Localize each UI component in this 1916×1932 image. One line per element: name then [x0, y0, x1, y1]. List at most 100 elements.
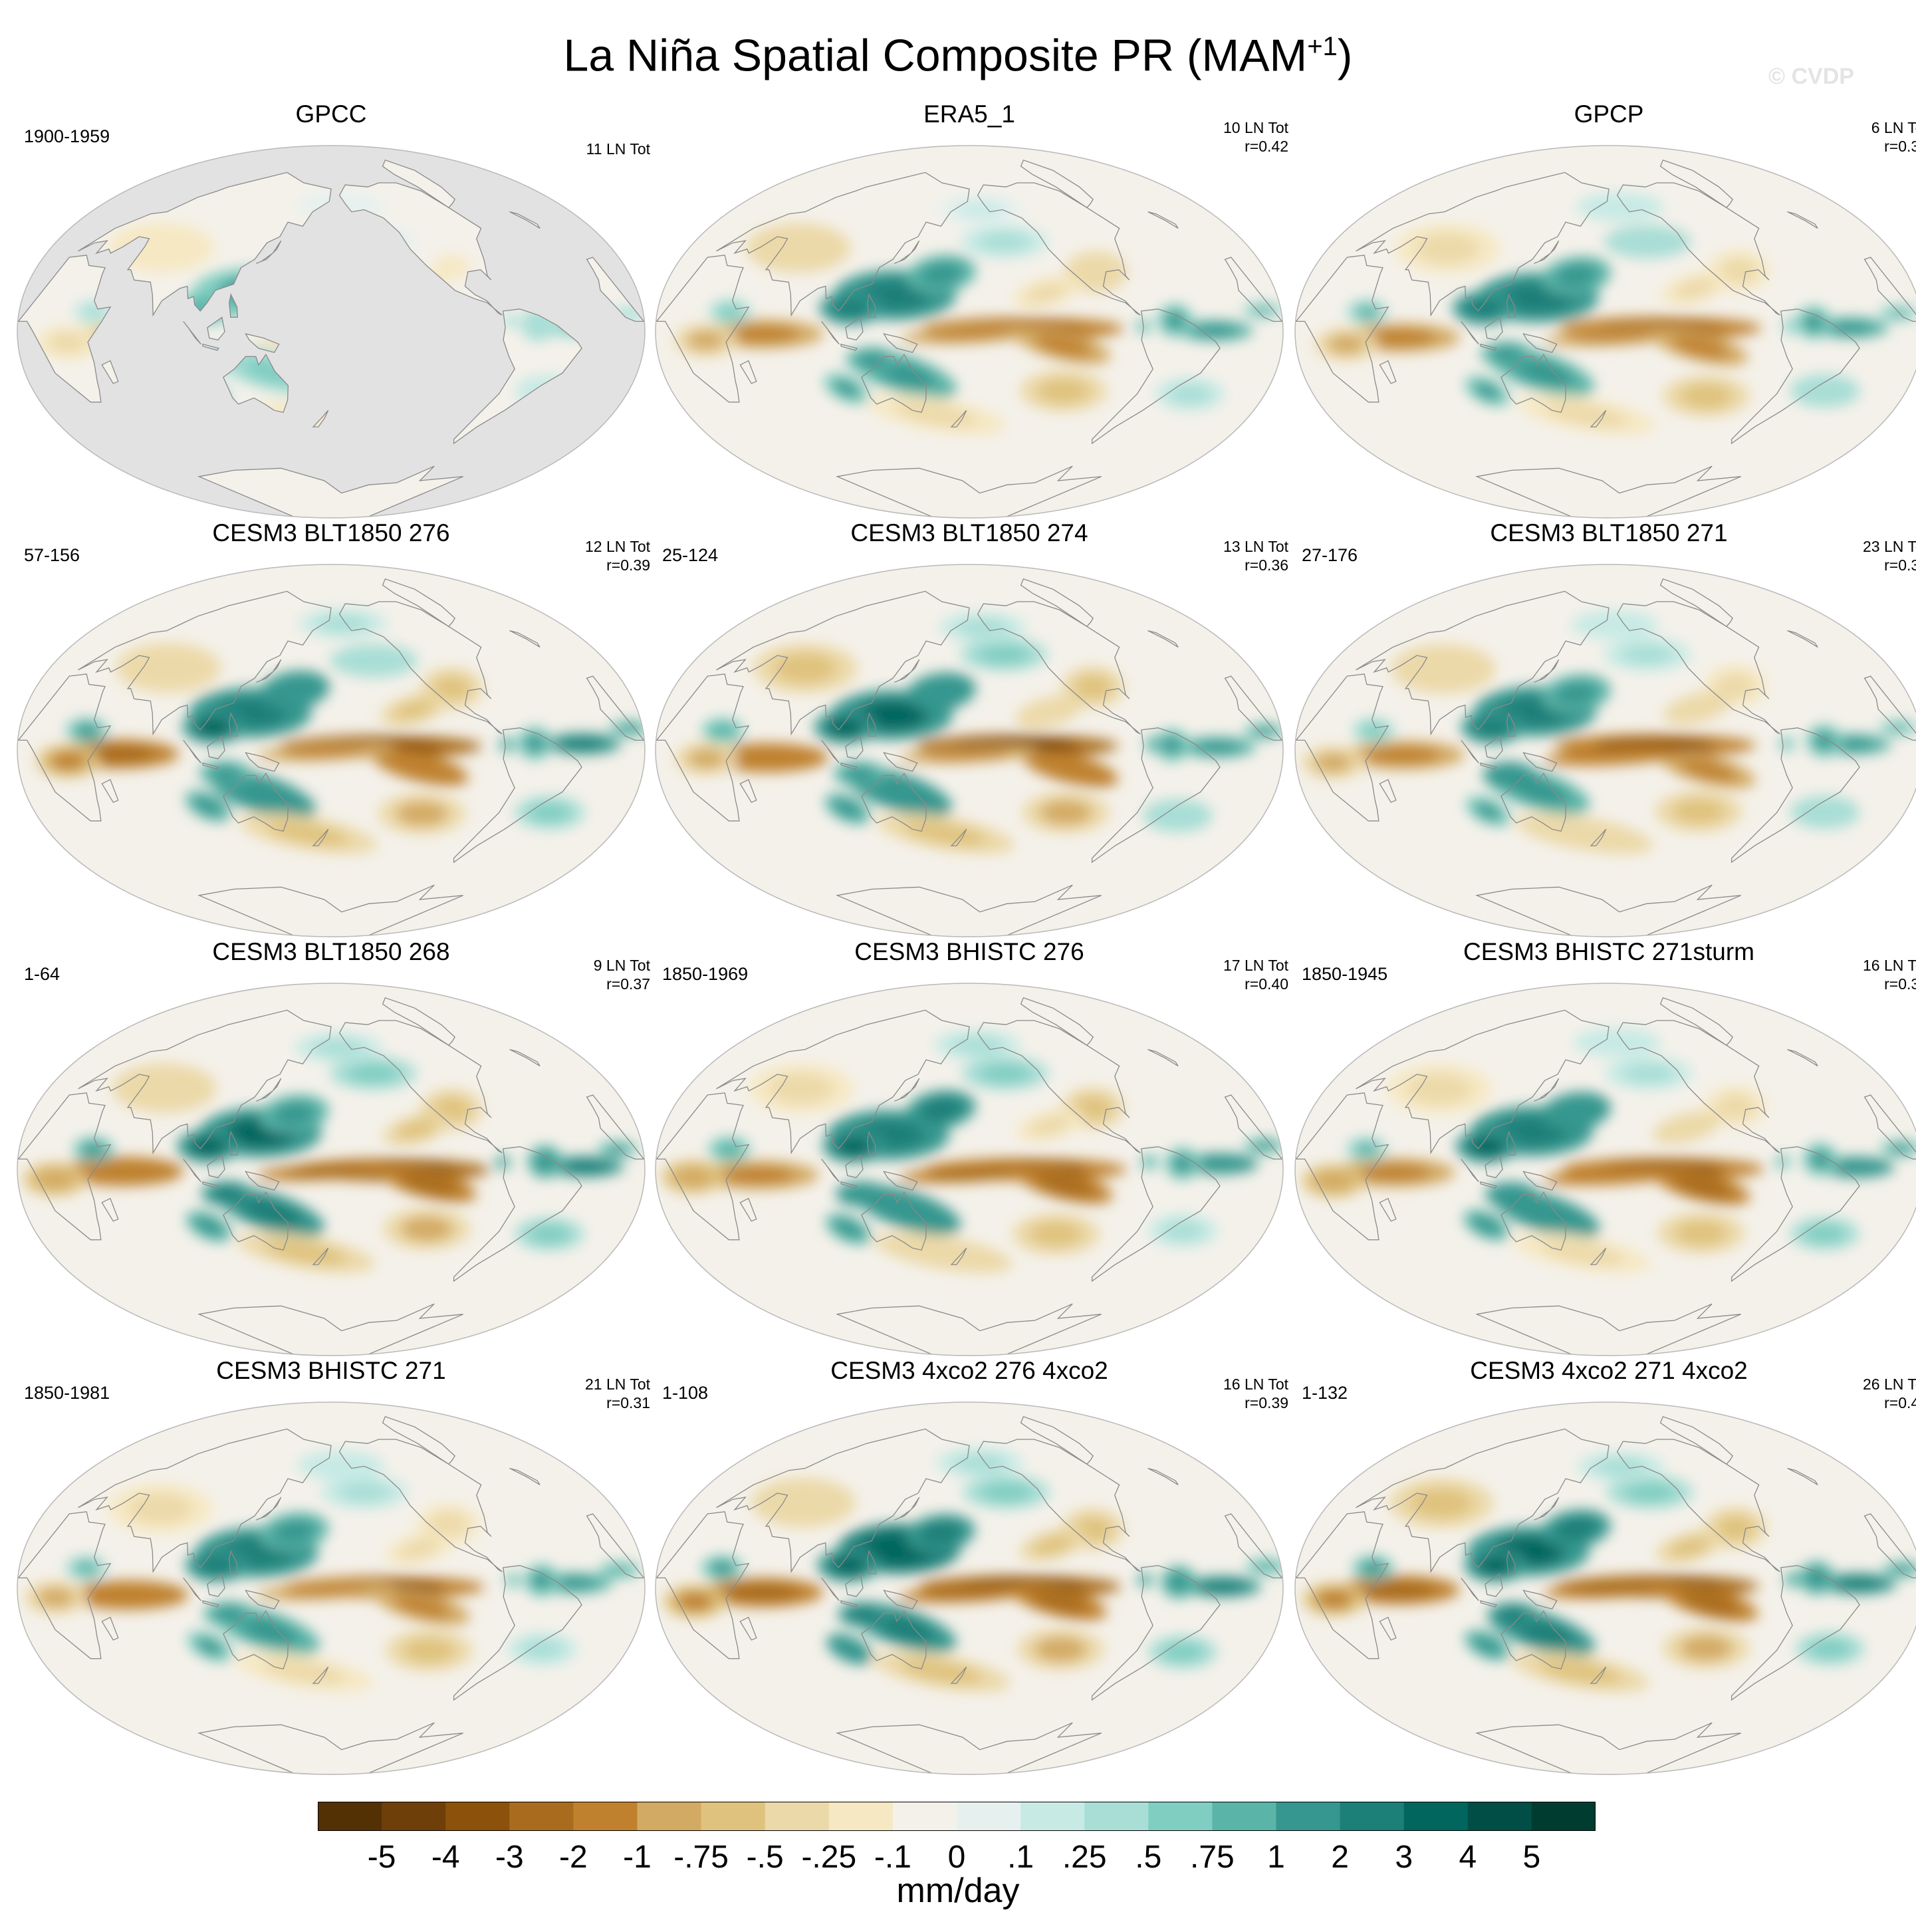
coastline [739, 779, 757, 803]
anomaly-contour [1473, 1216, 1500, 1235]
coastline [1731, 1565, 1860, 1701]
anomaly-contour [432, 675, 471, 701]
coastline [202, 1600, 220, 1608]
panel-title: GPCP [1574, 100, 1644, 128]
coastline [836, 465, 1102, 518]
coastline [950, 410, 967, 427]
anomaly-contour [559, 737, 606, 750]
anomaly-contour [1497, 1607, 1529, 1623]
anomaly-contour [1074, 674, 1112, 699]
anomaly-contour [285, 1166, 368, 1177]
anomaly-contour [273, 1102, 315, 1126]
anomaly-contour [1362, 1581, 1436, 1599]
panel-event-count: 11 LN Tot [586, 140, 650, 158]
coastline [338, 182, 503, 316]
coastline [1020, 1415, 1094, 1465]
anomaly-contour [1621, 231, 1674, 252]
coastlines [17, 578, 645, 937]
anomaly-contour [1885, 723, 1911, 733]
anomaly-contour [1367, 746, 1441, 764]
map-field [17, 564, 645, 937]
coastline [1356, 1428, 1610, 1574]
coastline [207, 316, 225, 341]
anomaly-contour [1036, 1174, 1094, 1197]
anomaly-contour [1161, 1221, 1204, 1241]
anomaly-contour [927, 1588, 1011, 1599]
anomaly-contour [904, 821, 987, 846]
coastline [229, 1550, 238, 1574]
coastline [821, 321, 840, 345]
map-panel: CESM3 BLT1850 268 1-64 9 LN Tot r=0.37 [12, 937, 650, 1359]
map [17, 983, 646, 1356]
anomaly-contour [239, 1197, 303, 1227]
coastline [1091, 1146, 1221, 1282]
coastline [1147, 630, 1179, 648]
anomaly-contour [1477, 1555, 1514, 1576]
anomaly-contour [49, 751, 88, 771]
anomaly-contour [1717, 1094, 1754, 1120]
coastline [17, 673, 112, 822]
panel-pattern-correlation: r=0.39 [1245, 1394, 1288, 1411]
coastline [861, 353, 927, 414]
map-outline [655, 564, 1284, 937]
anomaly-contour [1252, 726, 1277, 737]
anomaly-contour [731, 749, 804, 767]
coastline [1461, 740, 1479, 764]
anomaly-contour [1588, 616, 1641, 634]
colorbar-swatch [445, 1802, 510, 1831]
colorbar-swatch [828, 1802, 894, 1831]
panel-pattern-correlation: r=0.43 [1884, 1394, 1916, 1411]
anomaly-contour [1468, 1136, 1506, 1157]
anomaly-contour [1785, 320, 1796, 331]
anomaly-contour [403, 1637, 455, 1663]
anomaly-contour [1360, 1560, 1386, 1576]
panel-pattern-correlation: r=0.40 [1245, 975, 1288, 993]
colorbar-swatch [1148, 1802, 1213, 1831]
map [655, 1401, 1284, 1775]
coastline [17, 1092, 112, 1241]
colorbar-tick-label: -5 [367, 1840, 396, 1875]
panel-period: 25-124 [662, 545, 719, 565]
anomaly-contour [844, 766, 876, 781]
anomaly-contour [265, 1240, 348, 1265]
panel-period: 1-108 [662, 1383, 709, 1403]
colorbar-swatch [318, 1802, 382, 1831]
coastline [977, 601, 1141, 735]
precip-anomaly-field [661, 1030, 1283, 1273]
anomaly-contour [717, 304, 743, 320]
anomaly-contour [1354, 1142, 1379, 1157]
anomaly-contour [1191, 324, 1238, 337]
panel-pattern-correlation: r=0.36 [1245, 556, 1288, 574]
anomaly-contour [196, 1637, 224, 1656]
colorbar-swatch [1276, 1802, 1341, 1831]
panel-event-count: 21 LN Tot [584, 1376, 650, 1393]
colorbar-swatch [1020, 1802, 1085, 1831]
anomaly-contour [1835, 1577, 1881, 1590]
panel-pattern-correlation: r=0.31 [1884, 975, 1916, 993]
coastline [1787, 211, 1818, 229]
anomaly-contour [1541, 1241, 1624, 1265]
anomaly-contour [1572, 331, 1657, 343]
anomaly-contour [73, 1560, 99, 1576]
colorbar-tick-label: -.5 [746, 1840, 784, 1875]
coastline [586, 257, 645, 322]
anomaly-contour [197, 1555, 236, 1576]
anomaly-contour [1077, 259, 1115, 285]
coastline [977, 182, 1141, 316]
anomaly-contour [433, 255, 471, 280]
coastline [894, 1078, 920, 1102]
coastline [207, 735, 225, 760]
coastline [1295, 673, 1389, 822]
colorbar-swatch [1467, 1802, 1532, 1831]
coastline [1224, 1094, 1283, 1160]
anomaly-contour [848, 1607, 880, 1622]
panel-event-count: 17 LN Tot [1223, 957, 1288, 974]
anomaly-contour [1623, 1482, 1676, 1503]
anomaly-contour [1039, 800, 1092, 825]
anomaly-contour [1679, 759, 1737, 781]
anomaly-contour [400, 1173, 457, 1195]
coastline [586, 1094, 645, 1160]
map [17, 564, 646, 937]
anomaly-contour [1028, 701, 1070, 723]
coastline [950, 1666, 967, 1684]
